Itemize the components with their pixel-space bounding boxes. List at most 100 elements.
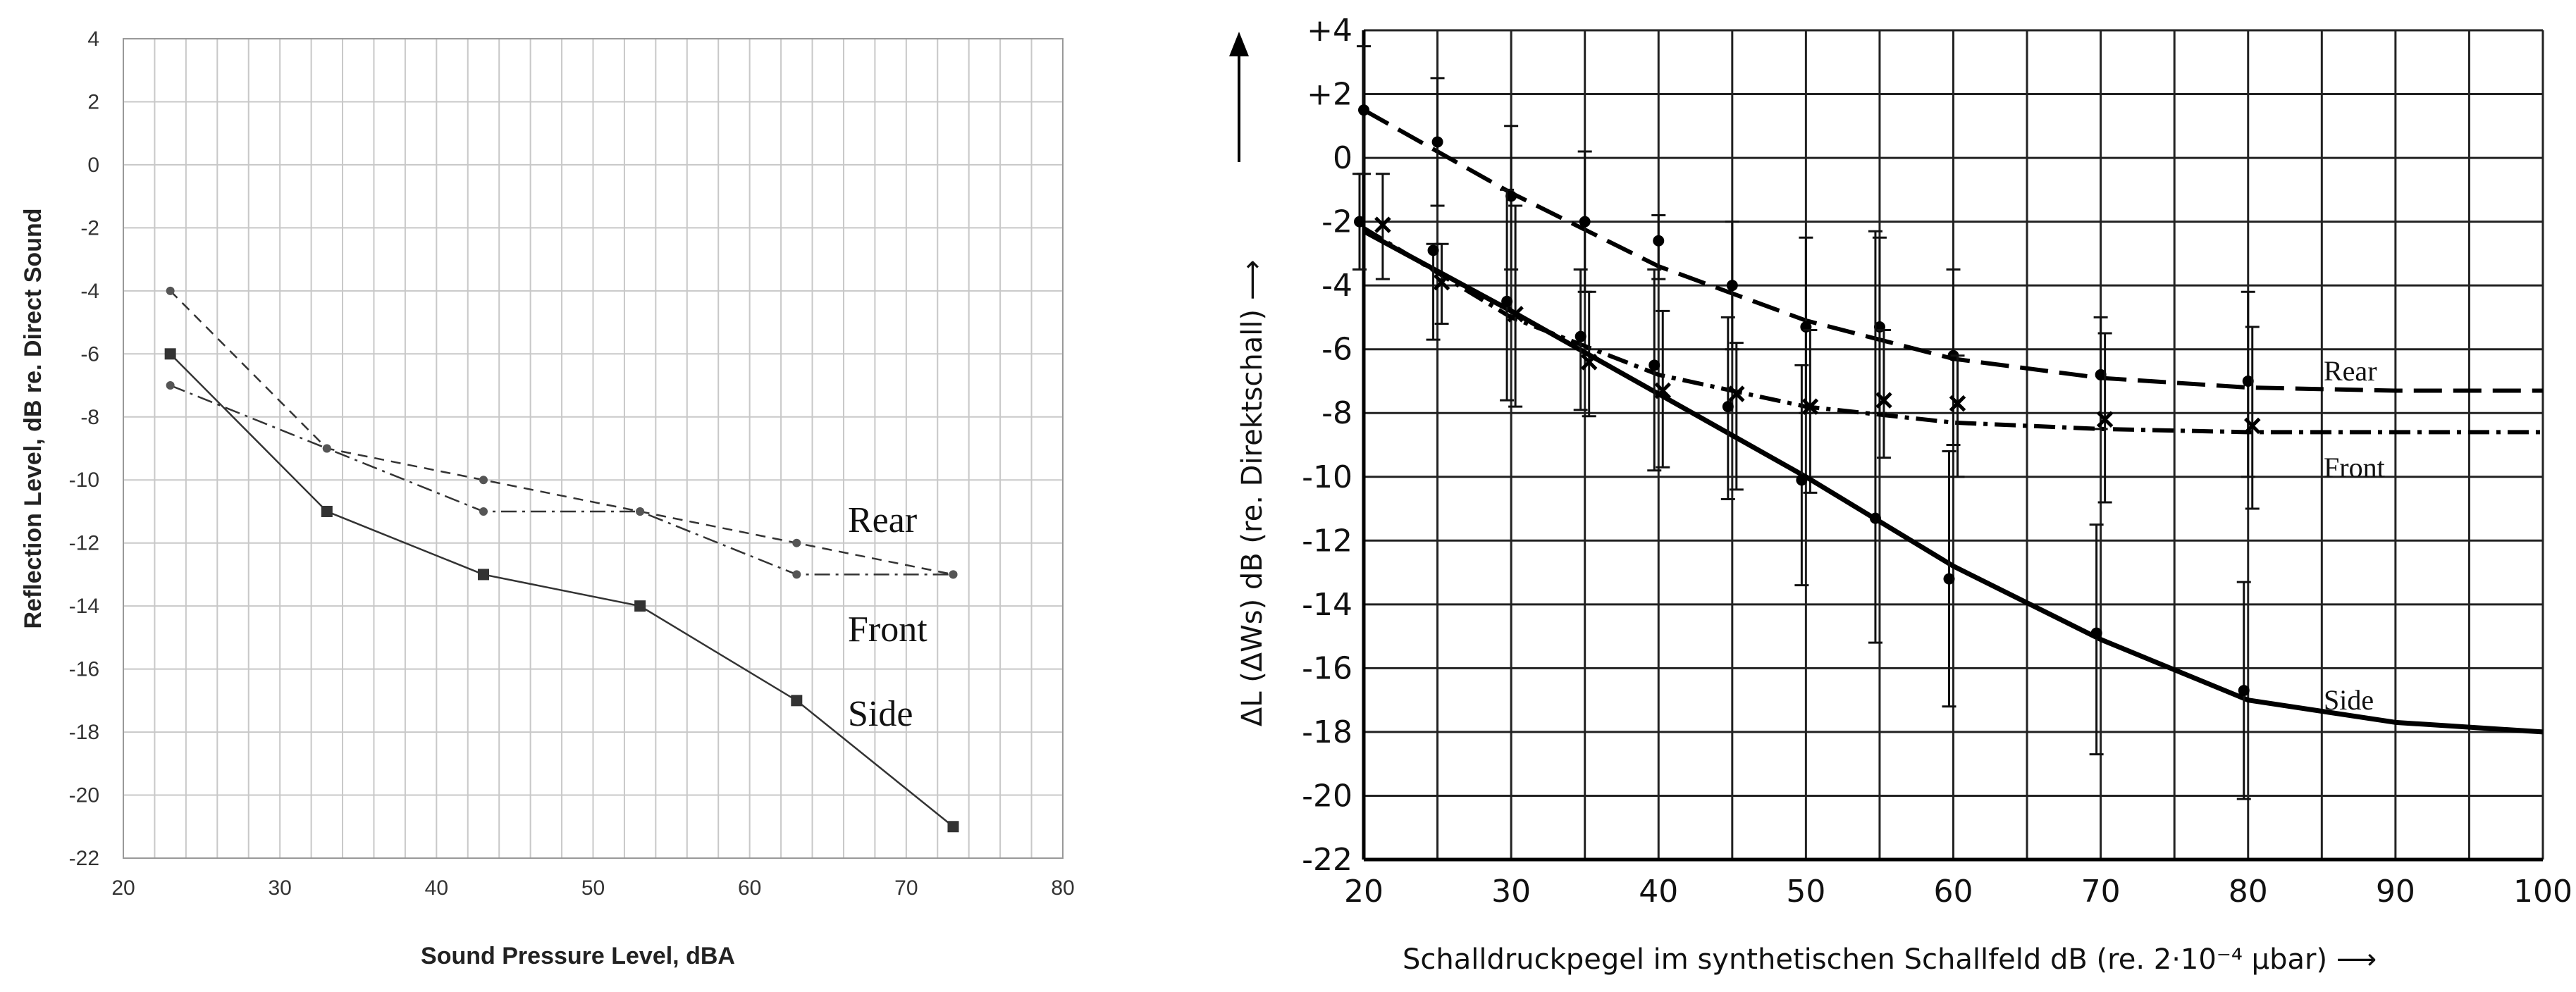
right-y-tick-label: -18 — [1302, 714, 1352, 750]
right-marker-side — [1574, 330, 1586, 342]
right-tick-labels: 20 30 40 50 60 70 80 90 100 +4 +2 0 -2 -4 -6 -8 -10 -12 -1… — [1302, 13, 2572, 910]
left-y-tick-label: 4 — [87, 27, 99, 51]
left-y-tick-label: -14 — [69, 595, 99, 618]
right-y-tick-label: 0 — [1333, 140, 1352, 176]
right-x-tick-label: 90 — [2376, 874, 2415, 910]
right-marker-rear — [2095, 368, 2107, 380]
left-y-tick-label: -6 — [80, 342, 99, 366]
left-marker-front — [166, 381, 175, 390]
right-marker-side — [2090, 627, 2102, 639]
right-marker-front — [1374, 216, 1391, 233]
left-marker-front — [322, 444, 331, 453]
right-marker-front — [1728, 385, 1745, 402]
left-marker-front — [792, 570, 801, 579]
right-x-tick-label: 20 — [1344, 874, 1383, 910]
left-x-tick-label: 20 — [111, 876, 135, 900]
left-tick-labels: 20 30 40 50 60 70 80420-2-4-6-8-10-12-14-16-18… — [69, 27, 1075, 900]
left-grid — [123, 38, 1064, 859]
left-label-front: Front — [848, 609, 928, 650]
right-y-tick-label: -10 — [1302, 459, 1352, 495]
left-y-tick-label: -4 — [80, 280, 99, 303]
right-marker-side — [1796, 474, 1808, 486]
right-y-tick-label: -6 — [1321, 332, 1352, 368]
right-x-tick-label: 40 — [1639, 874, 1678, 910]
right-x-axis-title: Schalldruckpegel im synthetischen Schall… — [1403, 943, 2377, 976]
left-series-line-rear — [169, 290, 954, 576]
right-marker-side — [1354, 216, 1365, 228]
left-marker-front — [949, 570, 958, 579]
left-chart: 20 30 40 50 60 70 80420-2-4-6-8-10-12-14-16-18… — [20, 27, 1075, 969]
right-marker-front — [1875, 392, 1892, 409]
left-x-tick-label: 80 — [1051, 876, 1074, 900]
right-y-tick-label: -12 — [1302, 523, 1352, 559]
right-marker-rear — [1579, 216, 1591, 228]
right-y-tick-label: -14 — [1302, 587, 1352, 623]
right-marker-rear — [1431, 136, 1443, 148]
right-y-tick-label: -16 — [1302, 650, 1352, 686]
left-y-tick-label: -12 — [69, 532, 99, 555]
right-marker-front — [2243, 417, 2261, 435]
right-marker-rear — [1505, 190, 1517, 202]
left-y-tick-label: -18 — [69, 721, 99, 744]
left-marker-side — [321, 505, 333, 517]
left-y-tick-label: -8 — [80, 406, 99, 429]
left-marker-side — [947, 821, 959, 833]
right-x-tick-label: 60 — [1934, 874, 1973, 910]
right-y-tick-label: +2 — [1307, 77, 1352, 113]
left-y-tick-label: -2 — [80, 216, 99, 240]
right-marker-rear — [1358, 104, 1369, 116]
right-marker-front — [1949, 395, 1966, 412]
left-x-tick-label: 50 — [581, 876, 605, 900]
left-marker-front — [479, 507, 488, 516]
right-marker-front — [2096, 411, 2114, 428]
left-marker-side — [477, 569, 489, 581]
right-series — [1352, 45, 2544, 800]
left-x-tick-label: 40 — [425, 876, 448, 900]
left-y-axis-title: Reflection Level, dB re. Direct Sound — [20, 208, 47, 628]
right-label-front: Front — [2324, 452, 2385, 483]
arrow-up-icon — [1229, 32, 1249, 56]
left-marker-side — [791, 695, 803, 707]
left-y-tick-label: -20 — [69, 784, 99, 807]
left-x-tick-label: 60 — [738, 876, 761, 900]
left-label-rear: Rear — [848, 500, 917, 540]
right-fit-line-side — [1362, 229, 2544, 735]
left-y-tick-label: 2 — [87, 90, 99, 113]
left-y-tick-label: -10 — [69, 469, 99, 492]
left-series-line-front — [170, 384, 954, 576]
left-plot-frame — [123, 38, 1064, 859]
left-marker-side — [164, 348, 176, 360]
right-x-tick-label: 50 — [1786, 874, 1825, 910]
left-y-tick-label: -22 — [69, 847, 99, 870]
right-marker-side — [1722, 401, 1734, 413]
right-marker-rear — [2242, 375, 2254, 387]
left-marker-rear — [479, 476, 488, 485]
right-x-tick-label: 100 — [2513, 874, 2572, 910]
left-marker-rear — [166, 286, 175, 295]
left-y-tick-label: 0 — [87, 154, 99, 177]
right-label-side: Side — [2324, 684, 2374, 716]
right-x-tick-label: 70 — [2081, 874, 2121, 910]
right-y-tick-label: -4 — [1321, 268, 1352, 304]
right-marker-front — [1801, 398, 1819, 415]
right-y-tick-label: +4 — [1307, 13, 1352, 49]
right-marker-side — [1501, 295, 1513, 307]
right-marker-side — [2238, 685, 2250, 697]
right-chart: 20 30 40 50 60 70 80 90 100 +4 +2 0 -2 -4 -6 -8 -10 -12 -1… — [1229, 13, 2572, 976]
right-marker-side — [1869, 512, 1881, 524]
left-series — [164, 286, 959, 833]
right-marker-side — [1648, 359, 1660, 371]
right-marker-rear — [1726, 280, 1738, 292]
left-x-axis-title: Sound Pressure Level, dBA — [421, 943, 735, 969]
left-x-tick-label: 70 — [894, 876, 918, 900]
right-label-rear: Rear — [2324, 355, 2377, 387]
left-marker-rear — [792, 538, 801, 547]
left-x-tick-label: 30 — [268, 876, 291, 900]
right-marker-side — [1943, 573, 1955, 585]
right-marker-side — [1427, 244, 1439, 256]
left-marker-side — [634, 600, 646, 612]
right-y-tick-label: -8 — [1321, 395, 1352, 431]
right-y-tick-label: -20 — [1302, 778, 1352, 814]
left-y-tick-label: -16 — [69, 658, 99, 681]
right-marker-rear — [1653, 235, 1665, 247]
